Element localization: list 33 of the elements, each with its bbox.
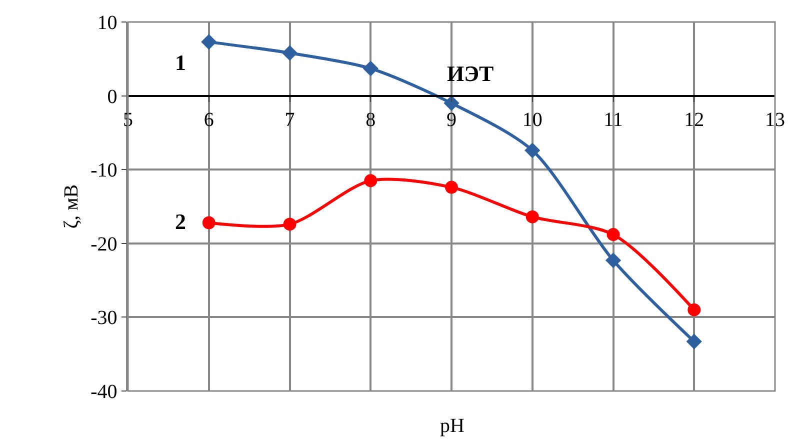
y-tick-label: -30 — [90, 307, 118, 330]
x-tick-label: 13 — [765, 108, 785, 131]
point — [202, 216, 216, 230]
x-axis-title: pH — [440, 415, 464, 437]
x-tick-label: 10 — [522, 108, 542, 131]
annotation: ИЭТ — [447, 61, 494, 86]
point — [526, 210, 539, 224]
y-tick-label: 10 — [97, 12, 118, 34]
point — [201, 34, 217, 50]
point — [688, 303, 701, 316]
y-tick-label: 0 — [107, 86, 118, 108]
point — [605, 252, 622, 268]
x-tick-label: 11 — [604, 108, 623, 131]
y-tick-label: -20 — [90, 233, 118, 256]
point — [606, 228, 620, 242]
point — [282, 45, 298, 61]
x-tick-label: 12 — [684, 108, 704, 131]
point — [283, 218, 296, 231]
y-tick-label: -10 — [90, 160, 118, 182]
point — [524, 142, 540, 158]
annotation: 2 — [175, 209, 186, 234]
x-tick-label: 6 — [204, 108, 214, 131]
annotation: 1 — [175, 50, 186, 75]
point — [686, 334, 702, 350]
point — [444, 95, 460, 111]
y-axis-title: ζ, мВ — [60, 184, 82, 229]
x-tick-label: 7 — [284, 108, 295, 131]
point — [362, 60, 378, 76]
x-tick-label: 9 — [446, 108, 456, 131]
point — [445, 180, 458, 194]
x-tick-label: 8 — [366, 108, 376, 131]
point — [364, 174, 378, 188]
y-tick-label: -40 — [90, 381, 118, 403]
